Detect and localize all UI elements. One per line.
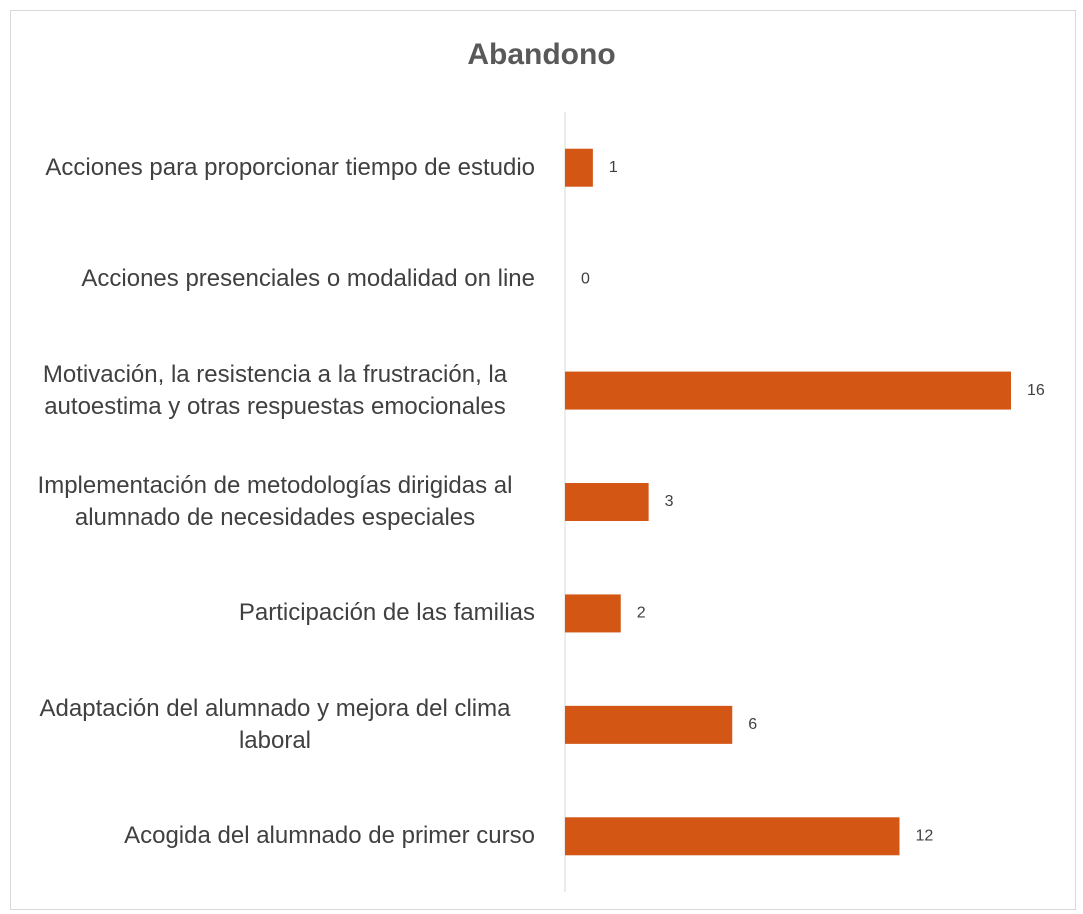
bar: [565, 594, 621, 633]
y-tick-label: Motivación, la resistencia a la frustrac…: [42, 360, 508, 420]
y-tick-label: Acciones presenciales o modalidad on lin…: [81, 265, 535, 293]
bar: [565, 705, 733, 744]
value-label: 1: [609, 159, 618, 176]
value-label: 16: [1027, 382, 1045, 399]
chart-frame: [10, 10, 1076, 910]
y-tick-label: Adaptación del alumnado y mejora del cli…: [39, 694, 511, 754]
value-label: 3: [665, 493, 674, 510]
y-tick-label: Acogida del alumnado de primer curso: [124, 822, 535, 850]
chart-title: Abandono: [467, 38, 616, 71]
y-tick-label: Acciones para proporcionar tiempo de est…: [45, 153, 535, 181]
bar: [565, 483, 649, 521]
bar: [565, 817, 900, 856]
value-label: 2: [637, 605, 646, 622]
y-tick-label: Implementación de metodologías dirigidas…: [37, 472, 513, 531]
value-label: 6: [748, 716, 757, 733]
value-label: 12: [916, 828, 934, 845]
value-label: 0: [581, 270, 590, 287]
bar: [565, 371, 1011, 410]
bar: [565, 148, 593, 187]
y-tick-label: Participación de las familias: [238, 599, 535, 627]
